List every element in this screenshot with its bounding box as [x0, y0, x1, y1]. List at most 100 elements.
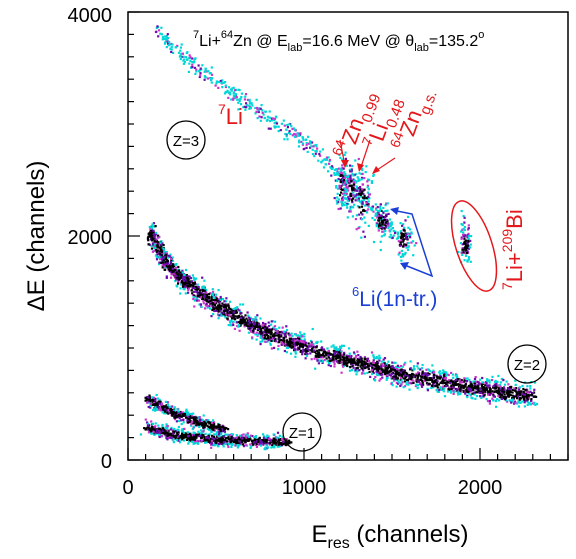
data-point	[148, 430, 151, 433]
data-point	[262, 113, 265, 116]
data-point	[264, 110, 267, 113]
data-point	[396, 371, 399, 374]
data-point	[239, 321, 242, 324]
data-point	[206, 427, 209, 430]
data-point	[245, 106, 248, 109]
data-point	[170, 432, 173, 436]
data-point	[522, 387, 525, 391]
data-point	[149, 227, 152, 230]
data-point	[199, 74, 202, 77]
data-point	[288, 337, 291, 340]
data-point	[276, 341, 279, 344]
data-point	[495, 382, 498, 386]
data-point	[358, 206, 361, 209]
data-point	[343, 364, 346, 367]
data-point	[294, 135, 297, 139]
data-point	[431, 364, 434, 367]
data-point	[223, 428, 226, 431]
data-point	[404, 385, 407, 388]
data-point	[219, 309, 222, 312]
data-point	[191, 63, 194, 66]
data-point	[301, 340, 304, 343]
data-point	[248, 102, 251, 105]
data-point	[155, 258, 159, 261]
data-point	[167, 265, 171, 268]
data-point	[510, 385, 513, 388]
data-point	[498, 391, 501, 394]
data-point	[321, 148, 324, 151]
data-point	[413, 368, 416, 371]
data-point	[358, 369, 361, 372]
data-point	[325, 357, 328, 360]
data-point	[267, 321, 270, 324]
data-point	[179, 271, 182, 274]
data-point	[361, 169, 364, 172]
data-point	[167, 429, 170, 432]
data-point	[363, 364, 366, 367]
data-point	[168, 405, 171, 408]
data-point	[229, 88, 233, 91]
data-point	[198, 75, 201, 79]
data-point	[195, 277, 198, 280]
data-point	[379, 248, 382, 252]
data-point	[158, 402, 161, 405]
data-point	[484, 388, 487, 391]
data-point	[319, 354, 323, 357]
data-point	[189, 56, 192, 59]
data-point	[398, 372, 401, 375]
data-point	[362, 192, 365, 196]
data-point	[148, 243, 151, 246]
data-point	[436, 377, 439, 380]
data-point	[339, 180, 342, 184]
data-point	[526, 398, 529, 401]
data-point	[366, 180, 369, 183]
axis-ticks	[127, 11, 569, 461]
data-point	[315, 150, 318, 153]
data-point	[392, 229, 395, 233]
data-point	[360, 205, 364, 208]
data-point	[261, 338, 264, 341]
data-point	[177, 51, 181, 54]
data-point	[407, 246, 410, 249]
data-point	[493, 387, 496, 390]
data-point	[340, 201, 343, 204]
y-tick-label-2000: 2000	[68, 227, 113, 249]
data-point	[219, 426, 222, 429]
data-point	[493, 390, 496, 393]
data-point	[165, 257, 168, 260]
data-point	[191, 61, 194, 64]
data-point	[463, 235, 466, 238]
data-point	[469, 260, 472, 263]
data-point	[534, 403, 537, 406]
data-point	[349, 176, 352, 179]
data-point	[432, 381, 435, 384]
data-point	[259, 336, 262, 339]
data-point	[242, 317, 245, 320]
data-point	[400, 368, 403, 371]
data-point	[449, 380, 452, 383]
data-point	[192, 431, 195, 434]
data-point	[320, 349, 323, 352]
data-point	[469, 380, 472, 384]
data-point	[186, 431, 189, 434]
data-point	[158, 248, 161, 251]
data-point	[224, 433, 227, 436]
data-point	[195, 416, 198, 419]
data-point	[388, 373, 391, 377]
data-point	[181, 276, 185, 279]
data-point	[181, 269, 184, 272]
data-point	[220, 432, 223, 435]
data-point	[366, 211, 369, 214]
data-point	[340, 360, 343, 363]
data-point	[274, 334, 277, 337]
data-point	[294, 350, 297, 353]
data-point	[300, 140, 303, 143]
data-point	[352, 191, 355, 194]
data-point	[444, 385, 448, 388]
data-point	[351, 199, 354, 202]
data-point	[187, 70, 190, 73]
data-point	[400, 379, 403, 382]
data-point	[259, 119, 262, 122]
data-point	[169, 276, 173, 279]
data-point	[171, 429, 174, 432]
